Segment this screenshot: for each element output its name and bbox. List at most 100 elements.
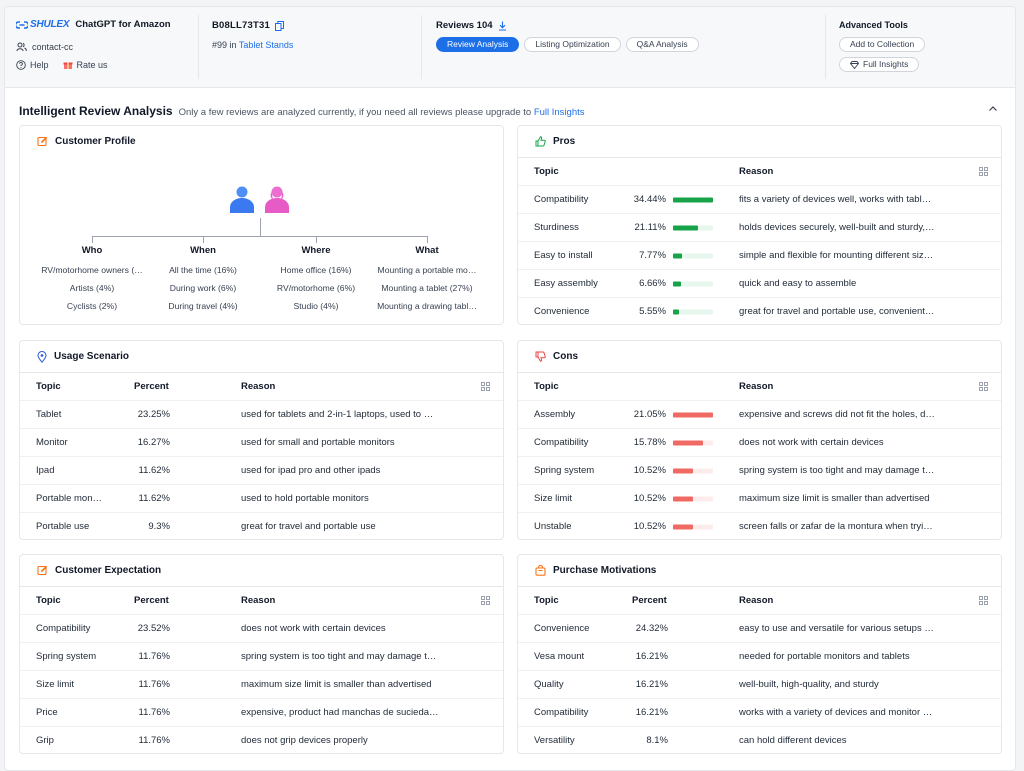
profile-item: RV/motorhome (6%) [276, 283, 356, 293]
table-row[interactable]: Versatility 8.1% can hold different device… [518, 726, 1001, 753]
row-topic: Compatibility [534, 194, 589, 205]
pros-card: Pros Topic Reason Compatibility 34.44% fit… [517, 125, 1002, 325]
row-topic: Easy to install [534, 250, 593, 261]
rate-link[interactable]: Rate us [63, 60, 108, 70]
row-topic: Compatibility [534, 437, 589, 448]
cons-rows: Assembly 21.05% expensive and screws did n… [518, 400, 1001, 539]
profile-item: Studio (4%) [293, 301, 339, 311]
table-row[interactable]: Tablet 23.25% used for tablets and 2-in-1 … [20, 400, 503, 428]
profile-column-what: What Mounting a portable mo… Mounting a … [367, 245, 487, 319]
customer-expectation-title: Customer Expectation [55, 565, 162, 576]
grid-icon[interactable] [979, 167, 988, 176]
table-row[interactable]: Spring system 11.76% spring system is too … [20, 642, 503, 670]
grid-icon[interactable] [979, 596, 988, 605]
table-row[interactable]: Vesa mount 16.21% needed for portable moni… [518, 642, 1001, 670]
expectation-table-header: Topic Percent Reason [20, 586, 503, 614]
table-row[interactable]: Easy to install 7.77% simple and flexible … [518, 241, 1001, 269]
link-logo-icon [16, 20, 28, 29]
table-row[interactable]: Ipad 11.62% used for ipad pro and other ip… [20, 456, 503, 484]
download-icon[interactable] [498, 21, 507, 31]
table-row[interactable]: Convenience 5.55% great for travel and por… [518, 297, 1001, 324]
analysis-tabs: Review Analysis Listing Optimization Q&A… [436, 37, 699, 52]
edit-icon [37, 136, 48, 147]
tab-qa-analysis[interactable]: Q&A Analysis [625, 37, 699, 52]
row-reason: spring system is too tight and may damag… [739, 465, 935, 476]
row-topic: Compatibility [36, 623, 91, 634]
profile-head-what: What [415, 245, 439, 256]
table-row[interactable]: Size limit 10.52% maximum size limit is sm… [518, 484, 1001, 512]
grid-icon[interactable] [481, 596, 490, 605]
profile-head-when: When [190, 245, 216, 256]
table-row[interactable]: Spring system 10.52% spring system is too … [518, 456, 1001, 484]
thumbs-down-icon [535, 351, 546, 362]
row-percent: 9.3% [148, 521, 170, 532]
row-percent: 10.52% [633, 521, 666, 532]
header-bar: SHULEX ChatGPT for Amazon contact-cc Hel… [5, 7, 1015, 88]
row-percent: 16.21% [635, 679, 668, 690]
row-reason: used to hold portable monitors [241, 493, 369, 504]
help-link[interactable]: Help [16, 60, 49, 70]
table-row[interactable]: Compatibility 16.21% works with a variety … [518, 698, 1001, 726]
table-row[interactable]: Compatibility 15.78% does not work with ce… [518, 428, 1001, 456]
expectation-rows: Compatibility 23.52% does not work with ce… [20, 614, 503, 753]
usage-scenario-title: Usage Scenario [54, 351, 130, 362]
purchase-motivations-card: Purchase Motivations Topic Percent Reaso… [517, 554, 1002, 754]
percent-bar [673, 412, 713, 417]
percent-bar-track [673, 440, 713, 445]
table-row[interactable]: Unstable 10.52% screen falls or zafar de l… [518, 512, 1001, 539]
usage-table-header: Topic Percent Reason [20, 372, 503, 400]
column-percent: Percent [632, 595, 667, 606]
row-reason: quick and easy to assemble [739, 278, 857, 289]
table-row[interactable]: Quality 16.21% well-built, high-quality, a… [518, 670, 1001, 698]
users-icon [16, 42, 27, 52]
rank-category-link[interactable]: Tablet Stands [238, 40, 294, 50]
table-row[interactable]: Assembly 21.05% expensive and screws did n… [518, 400, 1001, 428]
pros-header: Pros [518, 126, 1001, 157]
table-row[interactable]: Portable mon… 11.62% used to hold portable… [20, 484, 503, 512]
row-topic: Tablet [36, 409, 62, 420]
add-to-collection-button[interactable]: Add to Collection [839, 37, 926, 52]
help-circle-icon [16, 60, 26, 70]
cons-title: Cons [553, 351, 578, 362]
table-row[interactable]: Compatibility 23.52% does not work with ce… [20, 614, 503, 642]
row-percent: 23.52% [137, 623, 170, 634]
profile-column-who: Who RV/motorhome owners (… Artists (4%) … [32, 245, 152, 319]
row-reason: easy to use and versatile for various se… [739, 623, 934, 634]
percent-bar [673, 253, 683, 258]
table-row[interactable]: Grip 11.76% does not grip devices properly [20, 726, 503, 753]
table-row[interactable]: Compatibility 34.44% fits a variety of dev… [518, 185, 1001, 213]
row-percent: 23.25% [137, 409, 170, 420]
percent-bar-track [673, 281, 713, 286]
table-row[interactable]: Convenience 24.32% easy to use and versati… [518, 614, 1001, 642]
percent-bar [673, 440, 703, 445]
row-reason: spring system is too tight and may damag… [241, 651, 437, 662]
copy-icon[interactable] [274, 20, 284, 31]
row-topic: Assembly [534, 409, 576, 420]
column-topic: Topic [534, 595, 559, 606]
tab-review-analysis[interactable]: Review Analysis [436, 37, 520, 52]
table-row[interactable]: Sturdiness 21.11% holds devices securely, … [518, 213, 1001, 241]
app-title: ChatGPT for Amazon [75, 19, 171, 30]
row-reason: used for tablets and 2-in-1 laptops, use… [241, 409, 434, 420]
table-row[interactable]: Monitor 16.27% used for small and portable… [20, 428, 503, 456]
chevron-up-icon[interactable] [988, 105, 998, 112]
table-row[interactable]: Portable use 9.3% great for travel and por… [20, 512, 503, 539]
percent-bar-track [673, 309, 713, 314]
reviews-count: Reviews 104 [436, 20, 507, 31]
tab-listing-optimization[interactable]: Listing Optimization [524, 37, 621, 52]
section-note: Only a few reviews are analyzed currentl… [179, 107, 585, 118]
grid-icon[interactable] [979, 382, 988, 391]
cons-header: Cons [518, 341, 1001, 372]
extension-panel: SHULEX ChatGPT for Amazon contact-cc Hel… [4, 6, 1016, 771]
customer-expectation-card: Customer Expectation Topic Percent Reaso… [19, 554, 504, 754]
table-row[interactable]: Easy assembly 6.66% quick and easy to asse… [518, 269, 1001, 297]
upgrade-link[interactable]: Full Insights [533, 107, 585, 118]
row-reason: maximum size limit is smaller than adver… [739, 493, 930, 504]
help-row: Help Rate us [16, 60, 108, 70]
table-row[interactable]: Size limit 11.76% maximum size limit is sm… [20, 670, 503, 698]
table-row[interactable]: Price 11.76% expensive, product had mancha… [20, 698, 503, 726]
row-reason: expensive, product had manchas de sucied… [241, 707, 439, 718]
grid-icon[interactable] [481, 382, 490, 391]
full-insights-button[interactable]: Full Insights [839, 57, 920, 72]
row-reason: used for small and portable monitors [241, 437, 395, 448]
